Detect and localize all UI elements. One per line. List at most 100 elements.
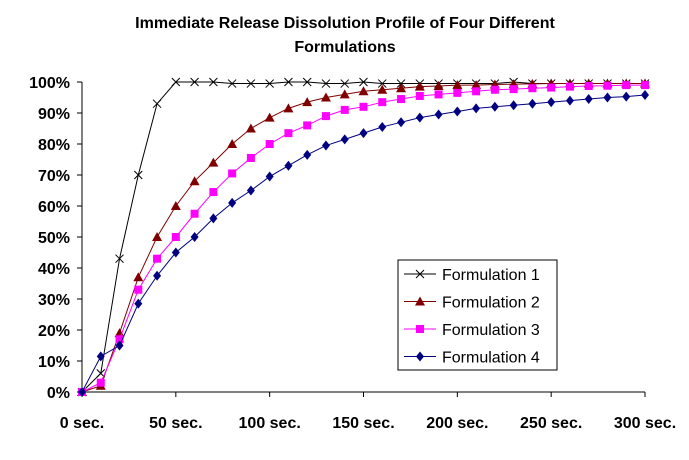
triangle-marker — [283, 103, 294, 113]
triangle-marker — [320, 92, 331, 102]
x-tick-label: 300 sec. — [614, 415, 676, 432]
triangle-marker — [170, 201, 181, 210]
square-marker — [641, 81, 649, 90]
x-tick-label: 50 sec. — [149, 415, 202, 432]
x-marker — [209, 77, 218, 87]
series-line — [81, 94, 646, 393]
square-marker — [96, 378, 105, 387]
square-marker — [584, 82, 593, 91]
diamond-marker — [416, 351, 424, 362]
square-marker — [340, 105, 349, 114]
square-marker — [246, 153, 255, 162]
diamond-marker — [509, 100, 518, 111]
diamond-marker — [78, 387, 86, 397]
y-tick-label: 0% — [47, 385, 70, 402]
triangle-marker — [133, 272, 144, 282]
y-tick-label: 60% — [38, 199, 70, 216]
legend-label: Formulation 4 — [442, 350, 540, 367]
diamond-marker — [134, 298, 143, 309]
y-tick-label: 70% — [38, 168, 70, 185]
legend-label: Formulation 3 — [442, 322, 540, 339]
square-marker — [228, 169, 237, 178]
y-tick-label: 40% — [38, 261, 70, 278]
square-marker — [415, 91, 424, 100]
x-marker — [227, 79, 237, 88]
x-tick-label: 250 sec. — [520, 415, 582, 432]
square-marker — [378, 98, 387, 107]
diamond-marker — [547, 97, 556, 108]
diamond-marker — [378, 121, 387, 132]
square-marker — [490, 85, 499, 94]
diamond-marker — [584, 94, 593, 105]
diamond-marker — [490, 101, 499, 112]
diamond-marker — [209, 213, 218, 224]
diamond-marker — [171, 247, 180, 258]
legend: Formulation 1 Formulation 2 Formulation 3 F… — [397, 259, 558, 371]
chart-title-line-2: Formulations — [294, 39, 395, 56]
diamond-marker — [453, 106, 462, 117]
diamond-marker — [246, 185, 255, 196]
x-marker — [302, 77, 312, 87]
square-marker — [134, 285, 143, 294]
diamond-marker — [153, 270, 162, 281]
diamond-marker — [472, 103, 481, 114]
x-marker — [115, 254, 124, 264]
diamond-marker — [96, 351, 105, 362]
series-3 — [78, 81, 649, 396]
x-marker — [265, 79, 275, 88]
triangle-marker — [396, 83, 407, 93]
square-marker — [171, 233, 180, 241]
diamond-marker — [565, 95, 574, 106]
square-marker — [528, 84, 537, 93]
x-tick-label: 100 sec. — [239, 415, 301, 432]
square-marker — [153, 254, 162, 263]
legend-box — [397, 259, 558, 371]
triangle-marker — [189, 176, 200, 186]
x-tick-label: 0 sec. — [60, 415, 104, 432]
x-marker — [246, 79, 256, 88]
series-2 — [77, 78, 650, 396]
diamond-marker — [641, 90, 649, 101]
legend-label: Formulation 1 — [442, 267, 540, 284]
square-marker — [397, 95, 406, 104]
triangle-marker — [471, 80, 482, 90]
chart-title-line-1: Immediate Release Dissolution Profile of… — [135, 15, 555, 32]
diamond-marker — [603, 92, 612, 103]
diamond-marker — [397, 117, 406, 128]
diamond-marker — [622, 91, 631, 102]
square-marker — [547, 83, 556, 92]
triangle-marker — [414, 81, 425, 91]
square-marker — [603, 81, 612, 90]
y-tick-label: 80% — [38, 137, 70, 154]
y-tick-label: 100% — [29, 75, 70, 92]
y-tick-label: 90% — [38, 106, 70, 123]
square-marker — [359, 102, 368, 111]
x-marker — [190, 77, 199, 87]
y-tick-label: 50% — [38, 230, 70, 247]
triangle-marker — [208, 157, 219, 167]
square-marker — [284, 129, 293, 138]
triangle-marker — [452, 80, 463, 90]
diamond-marker — [528, 98, 537, 109]
y-tick-label: 30% — [38, 292, 70, 309]
x-marker — [377, 79, 387, 88]
triangle-marker — [358, 86, 369, 96]
triangle-marker — [302, 97, 313, 107]
y-tick-label: 20% — [38, 323, 70, 340]
diamond-marker — [284, 160, 293, 171]
x-marker — [340, 79, 350, 88]
triangle-marker — [415, 296, 425, 306]
square-marker — [472, 87, 481, 96]
legend-label: Formulation 2 — [442, 295, 540, 312]
square-marker — [115, 335, 124, 344]
square-marker — [303, 121, 312, 130]
series-4 — [78, 90, 649, 397]
triangle-marker — [339, 89, 350, 99]
y-tick-label: 10% — [38, 354, 70, 371]
x-marker — [415, 269, 425, 279]
diamond-marker — [190, 232, 199, 242]
diamond-marker — [434, 109, 443, 120]
square-marker — [434, 90, 443, 99]
